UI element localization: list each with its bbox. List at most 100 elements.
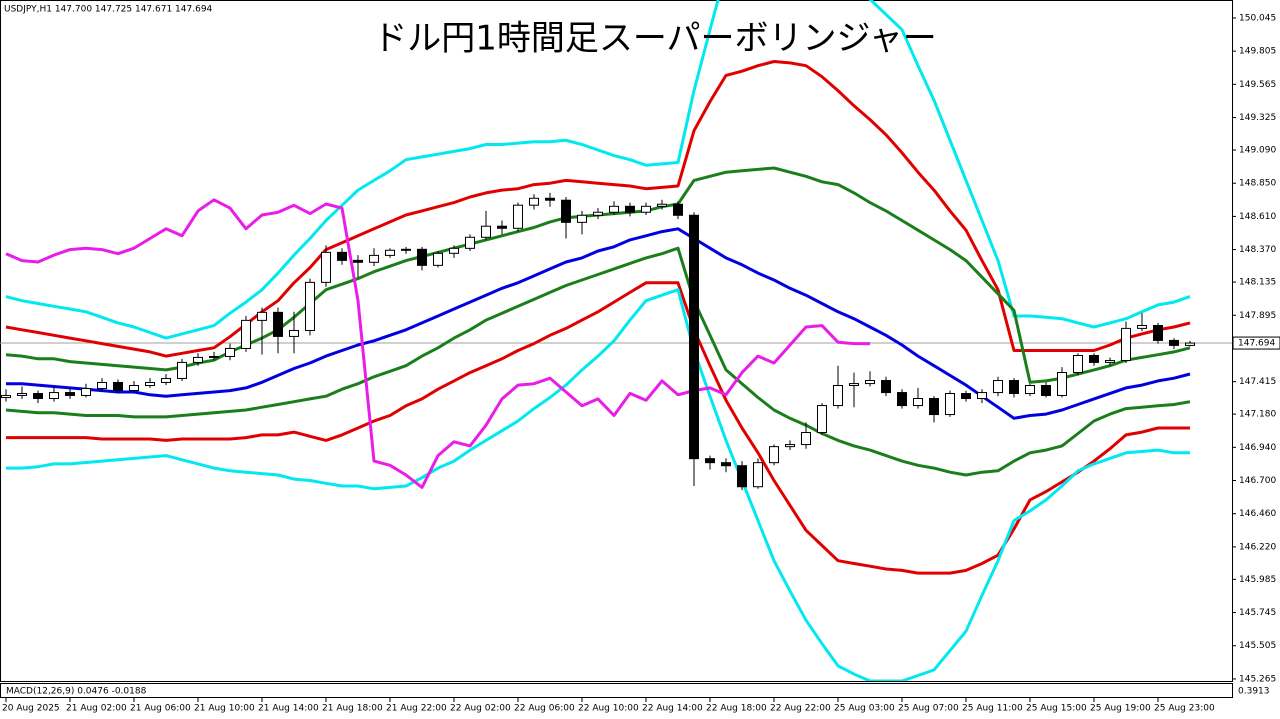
y-tick-label: 148.610 [1239, 212, 1276, 222]
candle-body [1, 394, 11, 399]
indicator-line [5, 246, 1191, 477]
candle-body [273, 311, 283, 337]
candle-body [369, 254, 379, 263]
candle-body [609, 205, 619, 213]
candle-body [801, 432, 811, 446]
candle-body [673, 203, 683, 216]
candle-body [577, 214, 587, 223]
x-tick-label: 21 Aug 22:00 [386, 704, 447, 714]
y-tick-label: 146.700 [1239, 476, 1276, 486]
candle-body [993, 380, 1003, 394]
candle-body [1121, 327, 1131, 361]
candle-body [913, 398, 923, 407]
indicator-line [5, 60, 1191, 358]
candle-body [753, 462, 763, 488]
indicator-line [5, 198, 870, 489]
candle-body [225, 347, 235, 357]
y-tick-label: 149.805 [1239, 47, 1276, 57]
y-tick-label: 145.985 [1239, 575, 1276, 585]
y-tick-label: 150.045 [1239, 13, 1276, 23]
y-tick-label: 145.505 [1239, 641, 1276, 651]
candle-body [817, 405, 827, 434]
candle-body [353, 259, 363, 263]
y-tick-label: 148.135 [1239, 278, 1276, 288]
y-tick-label: 149.565 [1239, 80, 1276, 90]
x-tick-label: 22 Aug 06:00 [514, 704, 575, 714]
candle-body [289, 329, 299, 337]
candle-body [193, 356, 203, 363]
candle-body [209, 355, 219, 358]
candle-body [625, 205, 635, 213]
y-tick-label: 145.745 [1239, 608, 1276, 618]
candle-body [1137, 324, 1147, 329]
x-tick-label: 21 Aug 02:00 [66, 704, 127, 714]
candle-body [481, 225, 491, 238]
candle-body [321, 251, 331, 283]
candle-body [865, 380, 875, 385]
candle-body [1009, 380, 1019, 395]
x-tick-label: 25 Aug 15:00 [1026, 704, 1087, 714]
candle-body [417, 248, 427, 266]
candle-body [785, 444, 795, 448]
plot [0, 0, 1232, 681]
x-tick-label: 25 Aug 19:00 [1090, 704, 1151, 714]
x-tick-label: 22 Aug 02:00 [450, 704, 511, 714]
candle-body [65, 392, 75, 396]
candle-body [497, 225, 507, 229]
candle-body [737, 465, 747, 488]
x-tick-label: 21 Aug 14:00 [258, 704, 319, 714]
candle-body [17, 393, 27, 396]
candle-body [593, 211, 603, 216]
candle-body [241, 319, 251, 349]
candle-body [1153, 324, 1163, 341]
candle-body [401, 248, 411, 251]
candle-body [1169, 339, 1179, 346]
y-tick-label: 147.895 [1239, 311, 1276, 321]
candle-body [161, 377, 171, 383]
indicator-line [6, 281, 1190, 575]
y-tick-label: 147.180 [1239, 410, 1276, 420]
y-tick-label: 145.265 [1239, 674, 1276, 684]
candle-body [145, 381, 155, 387]
candle-body [641, 205, 651, 213]
candle-body [1041, 385, 1051, 396]
candle-body [833, 385, 843, 407]
y-tick-label: 149.325 [1239, 113, 1276, 123]
candle-body [689, 214, 699, 460]
candle-body [705, 458, 715, 464]
candle-body [49, 392, 59, 400]
candle-body [129, 385, 139, 391]
x-tick-label: 22 Aug 18:00 [706, 704, 767, 714]
x-tick-label: 21 Aug 10:00 [194, 704, 255, 714]
y-tick-label: 147.415 [1239, 377, 1276, 387]
indicator-label: MACD(12,26,9) 0.0476 -0.0188 [6, 687, 147, 697]
candle-body [657, 203, 667, 207]
candle-body [1057, 372, 1067, 396]
candle-body [177, 361, 187, 379]
candle-body [769, 446, 779, 464]
candle-body [81, 388, 91, 396]
candle-body [545, 197, 555, 201]
indicator-scale-label: 0.3913 [1238, 687, 1270, 697]
x-tick-label: 21 Aug 06:00 [130, 704, 191, 714]
candle-body [977, 392, 987, 400]
last-price-label: 147.694 [1238, 339, 1275, 349]
x-tick-label: 21 Aug 18:00 [322, 704, 383, 714]
chart-title: ドル円1時間足スーパーボリンジャー [373, 19, 937, 59]
indicator-line [6, 288, 1190, 681]
candle-body [305, 281, 315, 331]
x-tick-label: 22 Aug 10:00 [578, 704, 639, 714]
header: USDJPY,H1 147.700 147.725 147.671 147.69… [4, 5, 213, 15]
candle-body [1105, 359, 1115, 363]
candle-body [945, 393, 955, 416]
x-tick-label: 20 Aug 2025 [2, 704, 60, 714]
candle-body [97, 381, 107, 390]
candle-body [1073, 355, 1083, 374]
y-tick-label: 149.090 [1239, 146, 1276, 156]
candle-body [33, 393, 43, 400]
candle-body [1025, 385, 1035, 395]
candle-body [961, 393, 971, 400]
candle-body [449, 247, 459, 254]
candle-body [465, 236, 475, 249]
